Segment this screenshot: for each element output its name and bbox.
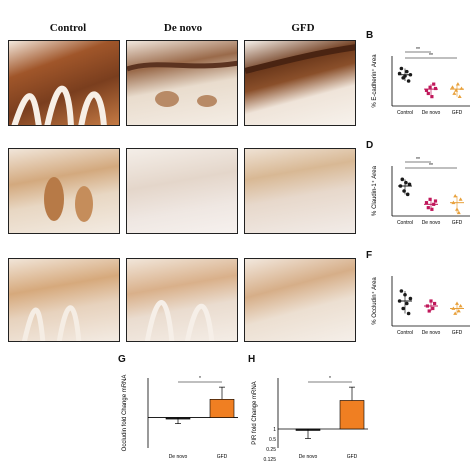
y-axis-label: PIR fold Change mRNA — [252, 381, 258, 444]
chart-h-pir-mrna: PIR fold Change mRNA 1 0.5 0.25 0.125 De novo… — [248, 364, 378, 468]
data-point — [433, 301, 437, 306]
data-point — [450, 85, 455, 89]
data-point — [430, 207, 434, 211]
data-point — [432, 82, 436, 86]
data-point — [453, 311, 458, 315]
x-tick-label: De novo — [169, 454, 188, 460]
micrograph-control-claudin — [8, 148, 120, 234]
x-tick-label: De novo — [299, 454, 318, 460]
data-point — [424, 88, 429, 92]
x-tick-label: De novo — [422, 220, 441, 226]
data-point — [405, 301, 409, 306]
y-tick-label: 1 — [273, 427, 276, 433]
data-point — [406, 79, 411, 83]
data-point — [456, 210, 461, 215]
data-point — [433, 86, 438, 91]
data-point — [452, 91, 457, 95]
data-point — [458, 197, 463, 201]
panel-label-f: F — [366, 250, 373, 261]
bar — [209, 399, 235, 418]
y-tick-label: 0.125 — [263, 457, 276, 463]
data-point — [428, 85, 432, 89]
x-tick-label: GFD — [452, 110, 463, 116]
micrograph-denovo-occludin — [126, 258, 238, 342]
panel-label-g: G — [118, 354, 126, 365]
micrograph-gfd-ecadherin — [244, 40, 356, 126]
significance-label: ** — [416, 157, 420, 163]
chart-d-claudin: % Claudin-1⁺ Area Control De novo GFD ** ** — [370, 150, 474, 246]
y-axis-label: % E-cadherin⁺ Area — [371, 54, 378, 108]
x-tick-label: De novo — [422, 330, 441, 336]
data-point — [399, 66, 404, 71]
x-tick-label: Control — [397, 220, 413, 226]
data-point — [427, 309, 431, 313]
y-axis-label: Occludin fold Change mRNA — [122, 375, 128, 452]
data-point — [458, 304, 463, 308]
panel-label-h: H — [248, 354, 256, 365]
x-tick-label: GFD — [347, 454, 358, 460]
micrograph-control-occludin — [8, 258, 120, 342]
micrograph-denovo-ecadherin — [126, 40, 238, 126]
micrograph-denovo-claudin — [126, 148, 238, 234]
column-header-denovo: De novo — [163, 22, 203, 34]
x-tick-label: GFD — [217, 454, 228, 460]
data-point — [455, 82, 460, 86]
x-tick-label: GFD — [452, 330, 463, 336]
chart-g-occludin-mrna: Occludin fold Change mRNA De novo GFD * — [118, 364, 248, 468]
data-point — [430, 95, 434, 99]
data-point — [426, 91, 430, 96]
data-point — [426, 206, 430, 210]
data-point — [457, 94, 462, 99]
column-header-gfd: GFD — [291, 22, 315, 34]
column-header-control: Control — [49, 22, 87, 34]
significance-label: ** — [416, 47, 420, 53]
data-point — [404, 180, 408, 185]
data-point — [433, 199, 438, 203]
micrograph-gfd-claudin — [244, 148, 356, 234]
data-point — [424, 201, 429, 205]
x-tick-label: Control — [397, 330, 413, 336]
micrograph-gfd-occludin — [244, 258, 356, 342]
data-point — [405, 192, 410, 197]
bar — [339, 400, 365, 430]
data-point — [428, 197, 432, 201]
x-tick-label: GFD — [452, 220, 463, 226]
x-tick-label: De novo — [422, 110, 441, 116]
data-point — [453, 194, 458, 198]
y-tick-label: 0.5 — [269, 437, 276, 443]
y-axis-label: % Claudin-1⁺ Area — [371, 165, 378, 216]
data-point — [456, 309, 461, 313]
data-point — [401, 306, 405, 311]
panel-label-d: D — [366, 140, 374, 151]
panel-label-b: B — [366, 30, 374, 41]
significance-label: ** — [429, 53, 433, 59]
x-tick-label: Control — [397, 110, 413, 116]
data-point — [399, 289, 404, 293]
significance-label: * — [199, 376, 201, 382]
data-point — [407, 182, 412, 187]
data-point — [431, 306, 435, 311]
data-point — [402, 189, 406, 193]
data-point — [408, 296, 413, 301]
significance-label: ** — [429, 163, 433, 169]
data-point — [405, 69, 409, 74]
data-point — [406, 311, 411, 316]
significance-label: * — [329, 376, 331, 382]
y-axis-label: % Occludin⁺ Area — [371, 277, 378, 325]
data-point — [455, 301, 459, 305]
data-point — [400, 177, 405, 182]
micrograph-control-ecadherin — [8, 40, 120, 126]
chart-b-ecadherin: % E-cadherin⁺ Area Control De novo GFD ** ** — [370, 40, 474, 136]
chart-f-occludin: % Occludin⁺ Area Control De novo GFD — [370, 260, 474, 356]
tissue-pattern-icon — [11, 85, 107, 125]
y-tick-label: 0.25 — [266, 447, 276, 453]
